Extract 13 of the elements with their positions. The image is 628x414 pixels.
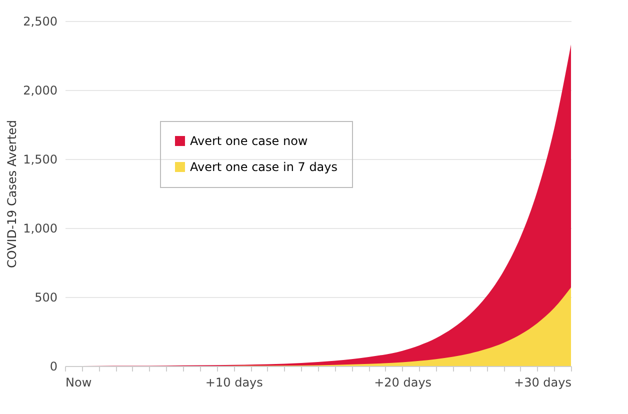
y-tick-label: 2,000 bbox=[23, 84, 58, 98]
x-tick-label: +20 days bbox=[374, 376, 432, 390]
x-tick-label: +30 days bbox=[514, 376, 572, 390]
y-tick-label: 2,500 bbox=[23, 14, 58, 28]
legend-label: Avert one case in 7 days bbox=[190, 160, 338, 174]
legend-label: Avert one case now bbox=[190, 134, 308, 148]
y-tick-label: 1,000 bbox=[23, 222, 58, 236]
y-tick-label: 500 bbox=[34, 290, 58, 304]
y-axis-title: COVID-19 Cases Averted bbox=[5, 120, 20, 268]
y-tick-label: 0 bbox=[50, 360, 58, 374]
x-tick-label: Now bbox=[66, 376, 92, 390]
x-tick-label: +10 days bbox=[205, 376, 263, 390]
y-tick-label: 1,500 bbox=[23, 152, 58, 166]
